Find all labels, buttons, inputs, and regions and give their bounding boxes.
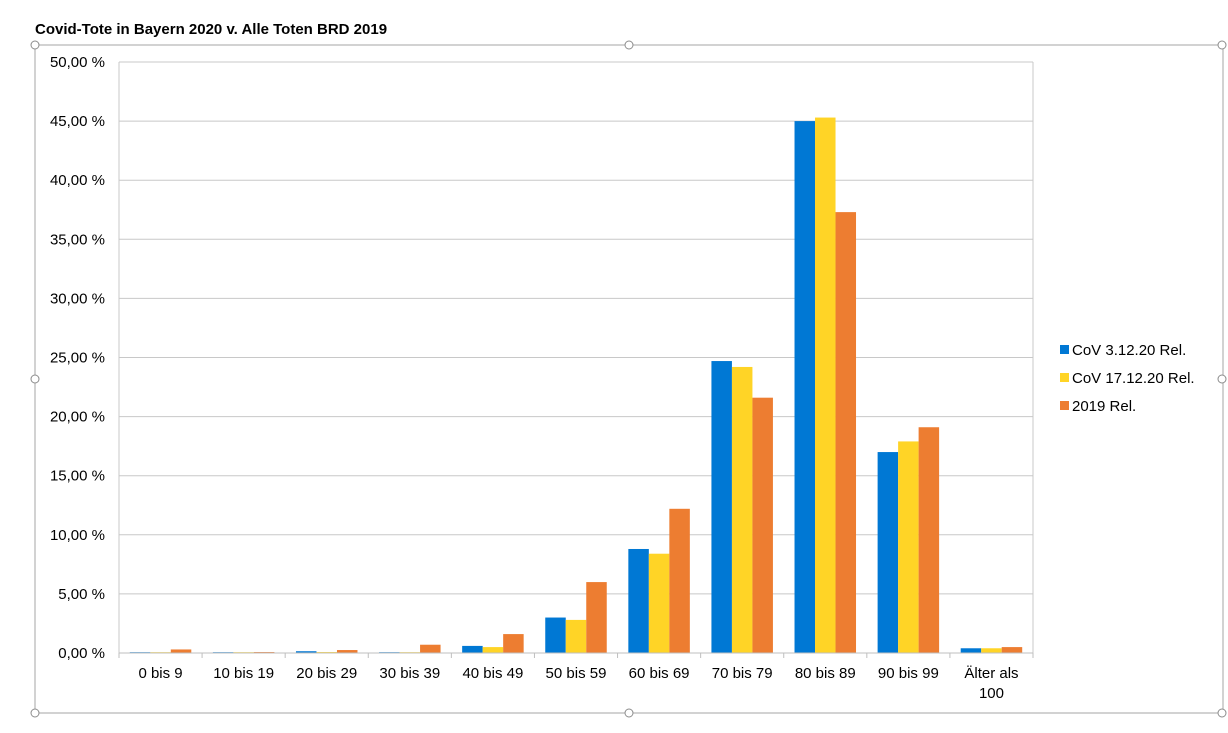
- legend-swatch: [1060, 373, 1069, 382]
- x-tick-label: 10 bis 19: [213, 665, 274, 682]
- bar: [628, 548, 649, 653]
- x-tick-label: 0 bis 9: [138, 665, 182, 682]
- bar: [503, 634, 524, 653]
- y-tick-label: 0,00 %: [58, 645, 105, 662]
- x-tick-label: 90 bis 99: [878, 665, 939, 682]
- bar: [835, 212, 857, 653]
- bar: [877, 452, 899, 653]
- bar: [295, 651, 317, 653]
- legend: CoV 3.12.20 Rel. CoV 17.12.20 Rel. 2019 Re…: [1060, 342, 1195, 415]
- bar: [545, 617, 566, 653]
- bar: [420, 644, 441, 653]
- bar: [981, 648, 1002, 653]
- y-tick-label: 10,00 %: [50, 527, 105, 544]
- bar: [648, 553, 670, 653]
- bar: [960, 648, 982, 653]
- bar: [170, 649, 192, 653]
- bar: [482, 647, 504, 653]
- x-tick-label: 50 bis 59: [546, 665, 607, 682]
- resize-handle-right[interactable]: [1217, 374, 1227, 384]
- x-tick-label: 80 bis 89: [795, 665, 856, 682]
- resize-handle-top-left[interactable]: [30, 40, 40, 50]
- legend-label: CoV 3.12.20 Rel.: [1072, 342, 1186, 359]
- resize-handle-bottom-left[interactable]: [30, 708, 40, 718]
- x-tick-label: 60 bis 69: [629, 665, 690, 682]
- legend-entry[interactable]: 2019 Rel.: [1060, 398, 1136, 415]
- bar: [669, 508, 690, 653]
- legend-label: 2019 Rel.: [1072, 398, 1136, 415]
- x-tick-label: 40 bis 49: [462, 665, 523, 682]
- x-tick-label: 30 bis 39: [379, 665, 440, 682]
- y-tick-label: 30,00 %: [50, 290, 105, 307]
- y-tick-label: 45,00 %: [50, 113, 105, 130]
- bar: [462, 645, 483, 653]
- legend-entry[interactable]: CoV 3.12.20 Rel.: [1060, 342, 1186, 359]
- bar: [794, 121, 816, 654]
- chart-frame[interactable]: [30, 40, 1227, 718]
- bar: [565, 619, 587, 653]
- resize-handle-top-right[interactable]: [1217, 40, 1227, 50]
- resize-handle-bottom-right[interactable]: [1217, 708, 1227, 718]
- x-tick-label: Älter als 100: [964, 665, 1018, 702]
- y-tick-label: 20,00 %: [50, 409, 105, 426]
- y-tick-label: 25,00 %: [50, 350, 105, 367]
- legend-swatch: [1060, 401, 1069, 410]
- bar: [1001, 647, 1023, 653]
- bar: [898, 441, 919, 653]
- y-tick-label: 5,00 %: [58, 586, 105, 603]
- y-tick-label: 35,00 %: [50, 231, 105, 248]
- resize-handle-bottom[interactable]: [624, 708, 634, 718]
- bar: [918, 427, 940, 653]
- bar: [586, 582, 607, 653]
- y-tick-label: 15,00 %: [50, 468, 105, 485]
- bar: [815, 117, 836, 653]
- axes: 0,00 % 5,00 % 10,00 % 15,00 % 20,00 % 25,00 %…: [50, 54, 1034, 702]
- bars: [129, 117, 1023, 654]
- bar: [752, 397, 773, 653]
- legend-swatch: [1060, 345, 1069, 354]
- x-tick-label: 20 bis 29: [296, 665, 357, 682]
- bar: [731, 366, 753, 653]
- resize-handle-top[interactable]: [624, 40, 634, 50]
- legend-label: CoV 17.12.20 Rel.: [1072, 370, 1195, 387]
- y-tick-label: 50,00 %: [50, 54, 105, 71]
- bar: [336, 650, 358, 653]
- resize-handle-left[interactable]: [30, 374, 40, 384]
- legend-entry[interactable]: CoV 17.12.20 Rel.: [1060, 370, 1195, 387]
- bar: [711, 361, 732, 653]
- chart-title: Covid-Tote in Bayern 2020 v. Alle Toten …: [35, 21, 388, 38]
- x-tick-label: 70 bis 79: [712, 665, 773, 682]
- y-tick-label: 40,00 %: [50, 172, 105, 189]
